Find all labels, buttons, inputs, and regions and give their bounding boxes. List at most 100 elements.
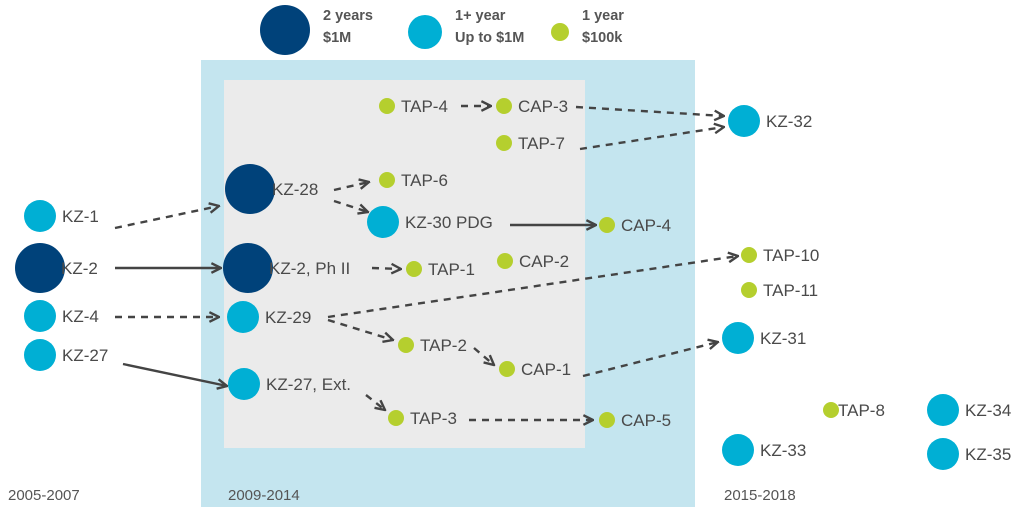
node-label: CAP-1 — [521, 360, 571, 379]
node-label: CAP-5 — [621, 411, 671, 430]
medium-circle-icon — [927, 438, 959, 470]
node-kz27ext: KZ-27, Ext. — [228, 368, 351, 400]
period-labels: 2005-2007 2009-2014 2015-2018 — [8, 487, 796, 504]
node-tap3: TAP-3 — [388, 409, 457, 428]
small-circle-icon — [379, 172, 395, 188]
node-label: KZ-1 — [62, 207, 99, 226]
node-label: KZ-30 PDG — [405, 213, 493, 232]
node-tap1: TAP-1 — [406, 260, 475, 279]
small-circle-icon — [741, 247, 757, 263]
legend-line1: 2 years — [323, 8, 373, 24]
legend: 2 years $1M 1+ year Up to $1M 1 year $100k — [260, 5, 624, 55]
node-kz31: KZ-31 — [722, 322, 806, 354]
node-label: KZ-35 — [965, 445, 1011, 464]
edge-kz2ph2-tap1 — [371, 268, 401, 269]
node-label: TAP-4 — [401, 97, 448, 116]
medium-circle-icon — [24, 339, 56, 371]
node-tap4: TAP-4 — [379, 97, 448, 116]
small-circle-icon — [496, 98, 512, 114]
node-label: KZ-29 — [265, 308, 311, 327]
node-tap7: TAP-7 — [496, 134, 565, 153]
node-label: TAP-1 — [428, 260, 475, 279]
node-label: KZ-27 — [62, 346, 108, 365]
medium-circle-icon — [722, 322, 754, 354]
node-kz27: KZ-27 — [24, 339, 108, 371]
legend-medium-circle-icon — [408, 15, 442, 49]
node-label: KZ-28 — [272, 180, 318, 199]
medium-circle-icon — [24, 200, 56, 232]
node-label: TAP-10 — [763, 246, 819, 265]
legend-line2: Up to $1M — [455, 30, 524, 46]
node-label: TAP-8 — [838, 401, 885, 420]
node-kz29: KZ-29 — [227, 301, 311, 333]
legend-large-circle-icon — [260, 5, 310, 55]
node-cap2: CAP-2 — [497, 252, 569, 271]
large-circle-icon — [15, 243, 65, 293]
edge-kz29-tap10 — [327, 256, 738, 319]
small-circle-icon — [599, 217, 615, 233]
node-kz34: KZ-34 — [927, 394, 1011, 426]
node-label: KZ-2, Ph II — [269, 259, 350, 278]
node-kz35: KZ-35 — [927, 438, 1011, 470]
edge-kz28-tap6 — [333, 182, 369, 192]
node-kz1: KZ-1 — [24, 200, 99, 232]
node-kz2: KZ-2 — [15, 243, 98, 293]
small-circle-icon — [499, 361, 515, 377]
period-label: 2015-2018 — [724, 487, 796, 504]
node-tap8: TAP-8 — [823, 401, 885, 420]
node-cap1: CAP-1 — [499, 360, 571, 379]
edge-kz28-kz30 — [333, 199, 368, 212]
node-label: KZ-32 — [766, 112, 812, 131]
edge-kz29-tap2 — [327, 318, 393, 340]
medium-circle-icon — [24, 300, 56, 332]
node-label: TAP-6 — [401, 171, 448, 190]
node-cap3: CAP-3 — [496, 97, 568, 116]
node-kz30: KZ-30 PDG — [367, 206, 493, 238]
node-cap5: CAP-5 — [599, 411, 671, 430]
edge-kz27ext-tap3 — [365, 394, 385, 410]
small-circle-icon — [741, 282, 757, 298]
edge-kz27-kz27ext — [122, 362, 227, 386]
legend-item: 1+ year Up to $1M — [408, 8, 524, 49]
node-kz2ph2: KZ-2, Ph II — [223, 243, 350, 293]
medium-circle-icon — [927, 394, 959, 426]
small-circle-icon — [823, 402, 839, 418]
node-kz4: KZ-4 — [24, 300, 99, 332]
legend-small-circle-icon — [551, 23, 569, 41]
node-tap10: TAP-10 — [741, 246, 819, 265]
period-label: 2005-2007 — [8, 487, 80, 504]
node-label: KZ-34 — [965, 401, 1011, 420]
small-circle-icon — [406, 261, 422, 277]
legend-line1: 1+ year — [455, 8, 506, 24]
edge-kz1-kz28 — [114, 206, 219, 230]
legend-line1: 1 year — [582, 8, 624, 24]
node-label: CAP-4 — [621, 216, 671, 235]
node-cap4: CAP-4 — [599, 216, 671, 235]
node-label: KZ-2 — [61, 259, 98, 278]
node-kz28: KZ-28 — [225, 164, 318, 214]
legend-item: 1 year $100k — [551, 8, 624, 46]
small-circle-icon — [379, 98, 395, 114]
edges — [114, 105, 738, 420]
medium-circle-icon — [227, 301, 259, 333]
period-label: 2009-2014 — [228, 487, 300, 504]
medium-circle-icon — [728, 105, 760, 137]
edge-cap3-kz32 — [575, 105, 724, 116]
node-label: KZ-4 — [62, 307, 99, 326]
node-tap2: TAP-2 — [398, 336, 467, 355]
node-tap6: TAP-6 — [379, 171, 448, 190]
legend-line2: $1M — [323, 30, 351, 46]
node-label: TAP-11 — [763, 281, 818, 300]
large-circle-icon — [223, 243, 273, 293]
legend-line2: $100k — [582, 30, 623, 46]
large-circle-icon — [225, 164, 275, 214]
medium-circle-icon — [722, 434, 754, 466]
node-tap11: TAP-11 — [741, 281, 818, 300]
medium-circle-icon — [367, 206, 399, 238]
node-label: KZ-27, Ext. — [266, 375, 351, 394]
edge-cap1-kz31 — [582, 342, 718, 378]
node-label: TAP-2 — [420, 336, 467, 355]
small-circle-icon — [388, 410, 404, 426]
